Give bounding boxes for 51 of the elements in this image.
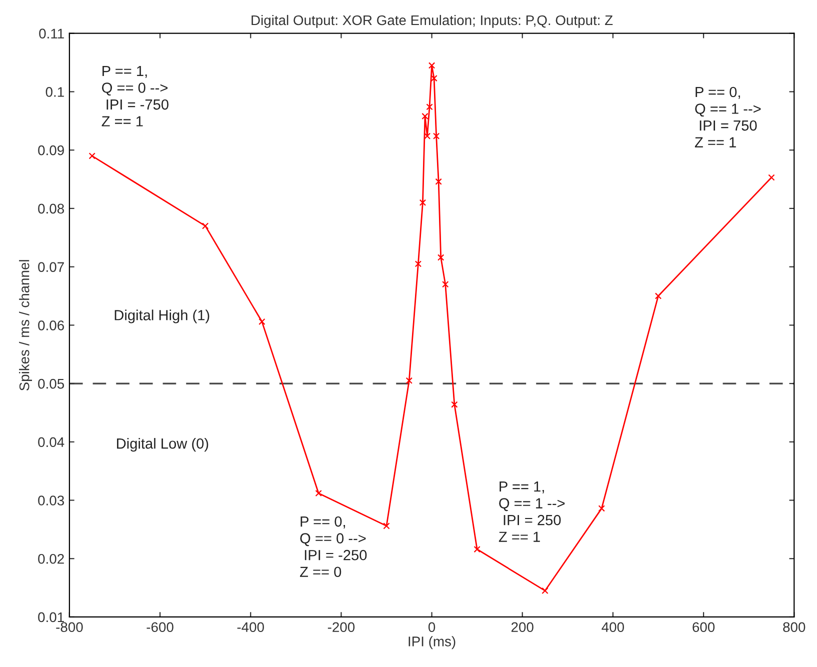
point — [428, 62, 436, 69]
y-tick-label: 0.09 — [38, 145, 64, 156]
point — [542, 587, 548, 594]
point — [598, 505, 605, 512]
x-axis-title: IPI (ms) — [408, 636, 456, 650]
point — [438, 254, 444, 261]
y-tick-label: 0.08 — [38, 204, 64, 214]
point — [430, 74, 438, 82]
point — [474, 546, 480, 553]
point — [383, 522, 390, 530]
x-tick-label: 600 — [692, 622, 715, 632]
y-tick-label: 0.07 — [38, 262, 64, 272]
annotation: P == 1, Q == 0 --> IPI = -750 Z == 1 — [102, 66, 168, 126]
point — [451, 401, 458, 408]
y-tick-label: 0.05 — [38, 378, 64, 389]
x-tick-label: -800 — [56, 622, 83, 632]
point — [258, 318, 266, 325]
annotation: P == 0, Q == 1 --> IPI = 750 Z == 1 — [694, 86, 761, 148]
y-tick-label: 0.1 — [46, 87, 64, 97]
point — [406, 377, 412, 384]
point — [422, 112, 428, 120]
x-tick-label: 200 — [511, 622, 534, 632]
point — [654, 292, 662, 300]
x-tick-label: 400 — [602, 622, 624, 632]
x-tick-label: -600 — [146, 622, 174, 632]
x-tick-label: -200 — [328, 622, 355, 632]
point — [88, 152, 96, 160]
x-tick-label: 0 — [428, 622, 436, 632]
y-tick-label: 0.01 — [38, 612, 64, 622]
annotation: Digital Low (0) — [117, 438, 208, 452]
point — [432, 132, 440, 140]
point — [414, 260, 422, 268]
point — [442, 280, 449, 288]
point — [419, 199, 426, 206]
point — [202, 222, 209, 230]
annotation: P == 0, Q == 0 --> IPI = -250 Z == 0 — [300, 516, 367, 578]
y-tick-label: 0.03 — [38, 496, 64, 506]
x-tick-label: 800 — [783, 622, 806, 632]
y-tick-label: 0.11 — [39, 28, 64, 39]
chart-title: Digital Output: XOR Gate Emulation; Inputs: P,Q. Output: Z — [252, 14, 613, 28]
y-tick-label: 0.04 — [38, 437, 64, 448]
x-tick-label: -400 — [237, 622, 264, 632]
y-tick-label: 0.06 — [38, 320, 64, 330]
point — [435, 178, 442, 185]
annotation: P == 1, Q == 1 --> IPI = 250 Z == 1 — [498, 482, 565, 542]
point — [768, 174, 775, 181]
point — [426, 104, 433, 110]
point — [315, 490, 322, 497]
annotation: Digital High (1) — [114, 310, 210, 324]
y-tick-label: 0.02 — [38, 554, 64, 564]
y-axis-title: Spikes / ms / channel — [19, 260, 32, 391]
